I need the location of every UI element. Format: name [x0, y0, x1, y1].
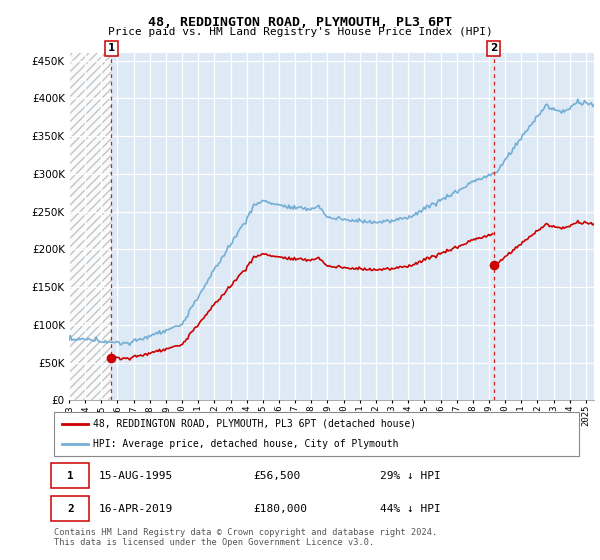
Bar [69, 53, 112, 400]
FancyBboxPatch shape [52, 496, 89, 521]
Text: £56,500: £56,500 [254, 471, 301, 481]
FancyBboxPatch shape [52, 463, 89, 488]
Text: 2: 2 [67, 503, 74, 514]
Text: 15-AUG-1995: 15-AUG-1995 [98, 471, 173, 481]
Text: Price paid vs. HM Land Registry's House Price Index (HPI): Price paid vs. HM Land Registry's House … [107, 27, 493, 37]
Text: 16-APR-2019: 16-APR-2019 [98, 503, 173, 514]
Text: 48, REDDINGTON ROAD, PLYMOUTH, PL3 6PT (detached house): 48, REDDINGTON ROAD, PLYMOUTH, PL3 6PT (… [94, 419, 416, 429]
Text: 29% ↓ HPI: 29% ↓ HPI [380, 471, 440, 481]
Text: 1: 1 [108, 43, 115, 53]
Text: 48, REDDINGTON ROAD, PLYMOUTH, PL3 6PT: 48, REDDINGTON ROAD, PLYMOUTH, PL3 6PT [148, 16, 452, 29]
Text: HPI: Average price, detached house, City of Plymouth: HPI: Average price, detached house, City… [94, 439, 399, 449]
Text: £180,000: £180,000 [254, 503, 308, 514]
Text: 44% ↓ HPI: 44% ↓ HPI [380, 503, 440, 514]
Text: Contains HM Land Registry data © Crown copyright and database right 2024.
This d: Contains HM Land Registry data © Crown c… [54, 528, 437, 547]
Text: 1: 1 [67, 471, 74, 481]
Text: 2: 2 [490, 43, 497, 53]
FancyBboxPatch shape [54, 412, 579, 456]
